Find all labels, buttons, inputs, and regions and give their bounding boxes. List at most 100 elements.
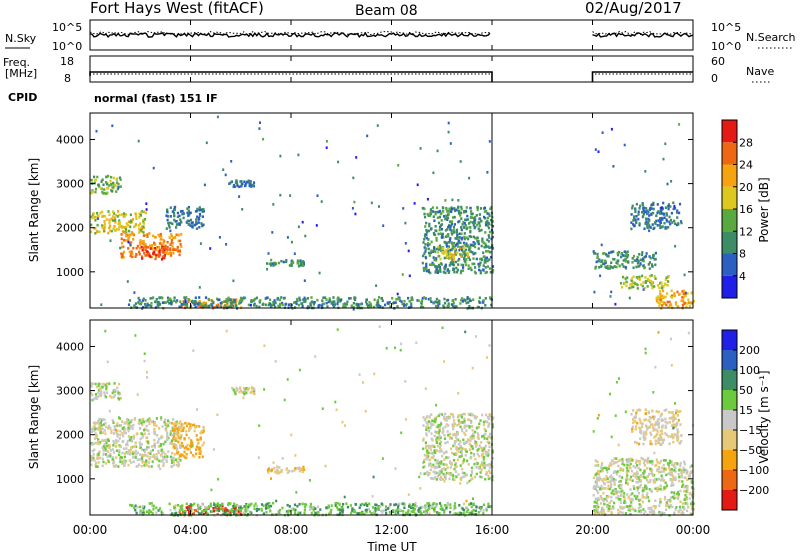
power-cell bbox=[479, 261, 482, 265]
power-cell bbox=[486, 216, 490, 220]
power-cell bbox=[247, 303, 250, 307]
velocity-cell bbox=[652, 479, 655, 482]
velocity-cell bbox=[596, 503, 599, 506]
velocity-cell bbox=[657, 418, 660, 421]
velocity-cell bbox=[438, 502, 442, 505]
power-cell bbox=[298, 264, 301, 268]
velocity-cell bbox=[276, 470, 279, 473]
power-cell bbox=[644, 255, 647, 258]
power-cell bbox=[105, 182, 109, 186]
power-cell bbox=[631, 285, 634, 289]
power-cell bbox=[407, 249, 410, 253]
power-cell bbox=[114, 220, 117, 224]
velocity-cell bbox=[444, 412, 447, 416]
velocity-cell bbox=[105, 387, 108, 391]
velocity-cell bbox=[399, 348, 402, 352]
power-cell bbox=[382, 224, 385, 227]
velocity-cell bbox=[234, 391, 237, 394]
power-cell bbox=[269, 298, 272, 302]
power-cell bbox=[624, 254, 627, 258]
velocity-cell bbox=[431, 419, 434, 423]
velocity-cell bbox=[633, 472, 636, 475]
velocity-cell bbox=[327, 504, 330, 508]
velocity-cell bbox=[118, 449, 121, 452]
velocity-cell bbox=[96, 441, 99, 445]
velocity-cell bbox=[374, 503, 377, 506]
velocity-cell bbox=[373, 512, 376, 516]
power-cell bbox=[397, 296, 400, 299]
power-cell bbox=[664, 225, 667, 229]
velocity-cell bbox=[249, 504, 252, 507]
power-cell bbox=[465, 227, 468, 231]
velocity-cell bbox=[260, 507, 263, 511]
power-cell bbox=[675, 303, 678, 306]
power-cell bbox=[642, 212, 645, 216]
power-cell bbox=[159, 241, 162, 245]
velocity-cell bbox=[458, 504, 461, 507]
power-cell bbox=[355, 302, 358, 306]
power-cell bbox=[638, 253, 641, 256]
velocity-cell bbox=[429, 505, 432, 509]
velocity-cell bbox=[194, 448, 198, 451]
power-cell bbox=[593, 290, 596, 294]
velocity-cell bbox=[157, 509, 160, 512]
power-cell bbox=[664, 282, 667, 286]
power-cell bbox=[680, 221, 683, 225]
velocity-cell bbox=[135, 452, 138, 456]
power-cell bbox=[365, 298, 368, 302]
velocity-cell bbox=[435, 449, 439, 452]
velocity-cell bbox=[134, 449, 138, 453]
velocity-cell bbox=[124, 461, 127, 464]
power-cell bbox=[646, 285, 649, 288]
velocity-cell bbox=[673, 461, 676, 465]
power-cell bbox=[152, 252, 155, 255]
power-cell bbox=[165, 227, 168, 230]
power-cell bbox=[166, 248, 169, 252]
power-cell bbox=[359, 303, 362, 306]
power-cell bbox=[233, 298, 236, 302]
power-cell bbox=[166, 208, 169, 212]
power-cell bbox=[352, 301, 355, 305]
power-cell bbox=[270, 264, 273, 267]
velocity-cell bbox=[279, 512, 282, 515]
velocity-cell bbox=[605, 499, 609, 503]
velocity-cell bbox=[649, 439, 652, 443]
velocity-cell bbox=[183, 450, 186, 454]
velocity-cell bbox=[147, 461, 151, 464]
power-cell bbox=[404, 221, 407, 225]
power-cell bbox=[227, 305, 231, 308]
power-cell bbox=[289, 194, 292, 197]
velocity-cell bbox=[199, 449, 202, 453]
velocity-cell bbox=[600, 506, 603, 510]
velocity-cell bbox=[489, 476, 492, 480]
power-cell bbox=[660, 225, 663, 229]
velocity-cell bbox=[627, 505, 630, 508]
velocity-cell bbox=[128, 427, 131, 431]
velocity-cell bbox=[179, 420, 182, 423]
power-cell bbox=[438, 228, 441, 232]
power-cell bbox=[457, 263, 460, 266]
power-cell bbox=[201, 210, 204, 213]
power-cell bbox=[135, 253, 138, 257]
power-cell bbox=[130, 250, 133, 253]
power-cell bbox=[445, 207, 448, 211]
power-cell bbox=[326, 305, 329, 308]
velocity-cell bbox=[451, 425, 455, 428]
velocity-cell bbox=[129, 424, 132, 428]
velocity-cell bbox=[664, 432, 667, 435]
power-cell bbox=[439, 268, 442, 271]
power-cell bbox=[420, 300, 423, 303]
velocity-cell bbox=[653, 427, 656, 431]
velocity-cell bbox=[422, 424, 425, 427]
velocity-cell bbox=[655, 410, 658, 413]
velocity-cell bbox=[600, 484, 603, 488]
velocity-cell bbox=[460, 452, 464, 456]
power-cell bbox=[417, 299, 420, 303]
velocity-cell bbox=[106, 360, 109, 364]
power-cell bbox=[448, 269, 451, 273]
power-cell bbox=[449, 220, 452, 223]
velocity-cell bbox=[94, 382, 97, 386]
power-cell bbox=[460, 232, 463, 236]
velocity-cell bbox=[253, 388, 256, 391]
power-cell bbox=[280, 259, 283, 263]
